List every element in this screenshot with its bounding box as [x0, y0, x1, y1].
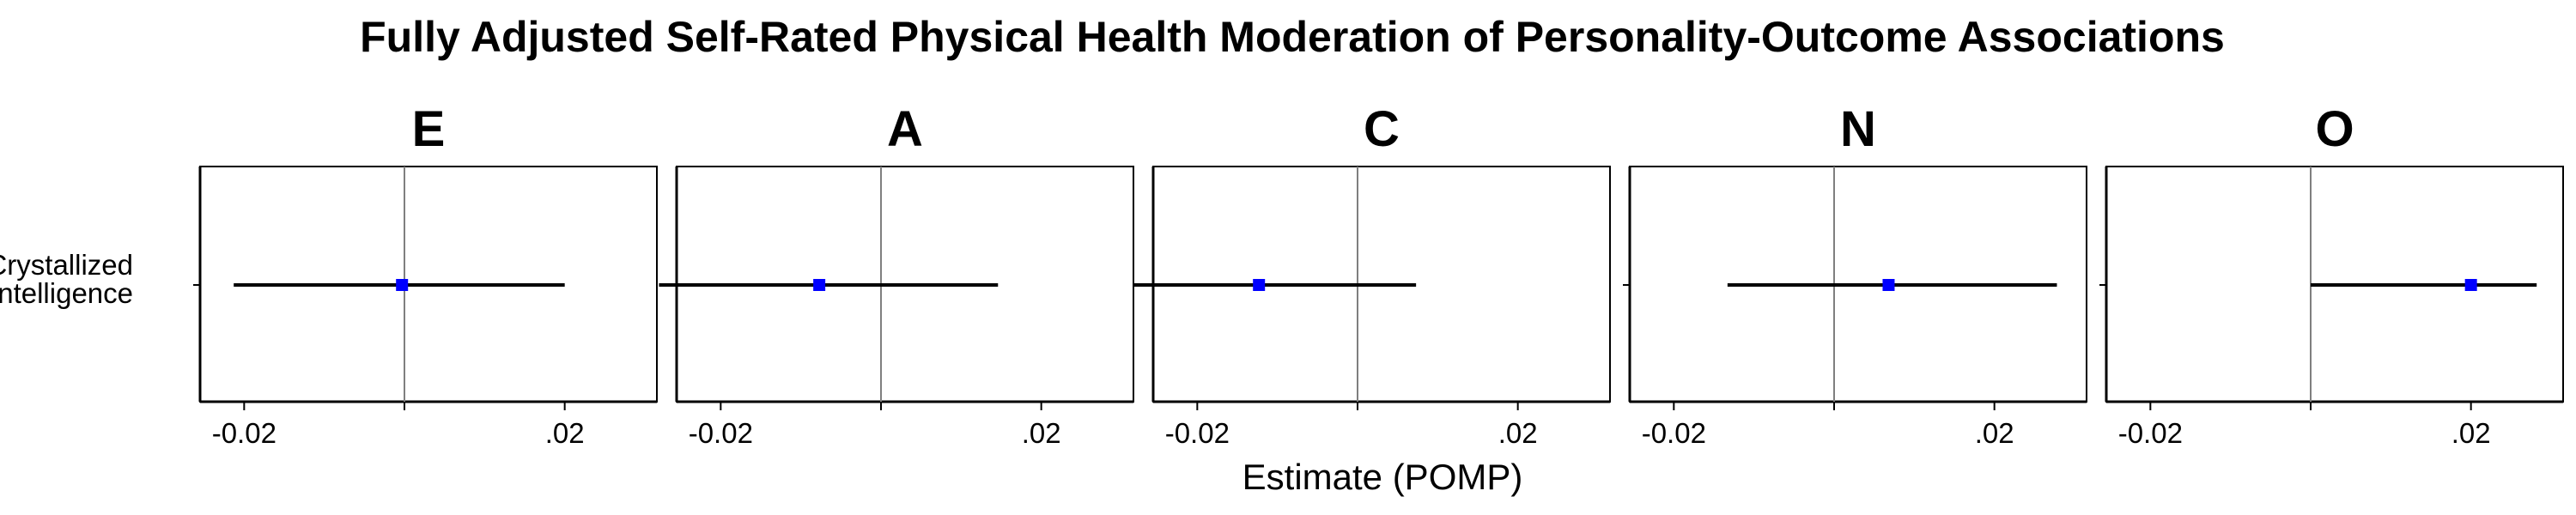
x-tick-label: -0.02: [212, 417, 276, 449]
x-tick-label: -0.02: [1165, 417, 1230, 449]
x-tick-label: .02: [545, 417, 585, 449]
point-estimate: [2464, 279, 2477, 291]
chart-title: Fully Adjusted Self-Rated Physical Healt…: [360, 13, 2225, 61]
point-estimate: [1882, 279, 1895, 291]
facet-title: O: [2315, 101, 2354, 157]
x-tick-label: .02: [1975, 417, 2014, 449]
x-tick-label: -0.02: [689, 417, 753, 449]
facet-title: N: [1840, 101, 1876, 157]
facet-title: E: [412, 101, 446, 157]
point-estimate: [1253, 279, 1266, 291]
facet-title: A: [887, 101, 923, 157]
x-tick-label: -0.02: [1642, 417, 1706, 449]
x-axis-label: Estimate (POMP): [1242, 457, 1523, 497]
point-estimate: [813, 279, 826, 291]
x-tick-label: -0.02: [2118, 417, 2183, 449]
x-tick-label: .02: [1022, 417, 1061, 449]
x-tick-label: .02: [1498, 417, 1538, 449]
point-estimate: [396, 279, 409, 291]
facet-title: C: [1364, 101, 1400, 157]
x-tick-label: .02: [2451, 417, 2491, 449]
y-category-label-line: Intelligence: [0, 277, 133, 309]
y-category-label-line: Crystallized: [0, 249, 133, 281]
